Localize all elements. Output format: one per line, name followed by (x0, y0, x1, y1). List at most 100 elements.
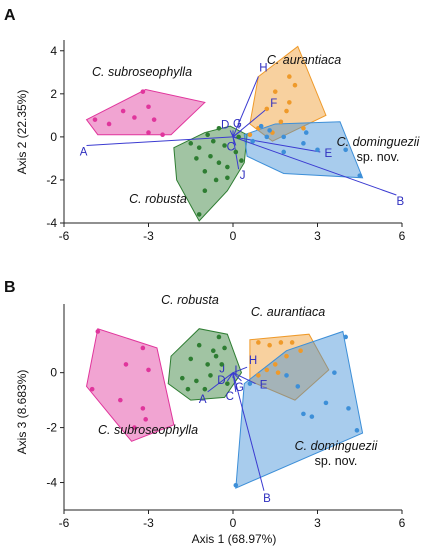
panel-b-y-tick-label-1: -2 (46, 421, 57, 435)
panel-b-point-subroseophylla-1 (140, 345, 146, 351)
panel-b-point-dominguezii-2 (295, 384, 301, 389)
panel-b-point-subroseophylla-3 (146, 367, 151, 373)
panel-a-point-subroseophylla-0 (140, 89, 146, 94)
panel-b-point-robusta-13 (222, 345, 227, 351)
panel-b-point-robusta-6 (208, 373, 213, 378)
panel-a-point-robusta-9 (236, 134, 241, 140)
panel-b-x-tick-label-3: 3 (314, 516, 321, 530)
panel-b-point-dominguezii-1 (284, 373, 289, 378)
panel-a-point-subroseophylla-1 (146, 104, 151, 110)
panel-a-point-subroseophylla-5 (146, 130, 151, 135)
panel-a-vector-label-c: C (227, 141, 235, 153)
panel-a-point-subroseophylla-4 (106, 121, 112, 127)
panel-a-label-aurantiaca: C. aurantiaca (267, 53, 341, 67)
panel-b-x-tick-label-0: -6 (59, 516, 70, 530)
panel-b-point-robusta-5 (194, 378, 199, 384)
panel-a-point-robusta-15 (202, 188, 208, 194)
panel-a-y-axis-title: Axis 2 (22.35%) (15, 90, 29, 175)
panel-a-y-tick-label-4: 4 (50, 44, 57, 58)
panel-b-label-aurantiaca: C. aurantiaca (251, 305, 325, 319)
panel-a-point-dominguezii-8 (250, 138, 256, 144)
panel-a-vector-label-i: I (237, 119, 240, 131)
panel-a-point-dominguezii-3 (303, 130, 309, 135)
panel-a-point-robusta-2 (216, 160, 222, 166)
panel-b-x-tick-label-1: -3 (143, 516, 154, 530)
panel-b-vector-b (232, 372, 265, 491)
panel-a-point-aurantiaca-9 (301, 125, 306, 131)
panel-b-point-robusta-7 (219, 362, 225, 367)
panel-b-point-dominguezii-6 (301, 411, 306, 417)
panel-a-vector-h (232, 76, 259, 138)
panel-a-vector-b (232, 136, 397, 196)
panel-b-label-dominguezii: C. dominguezii (295, 439, 379, 453)
panel-a-hull-dominguezii (243, 121, 364, 179)
panel-b-point-aurantiaca-2 (278, 340, 284, 345)
panel-a-y-tick-label-3: 2 (50, 87, 57, 101)
panel-a-point-robusta-13 (225, 164, 230, 170)
panel-b-point-dominguezii-5 (346, 406, 351, 411)
panel-a-point-subroseophylla-7 (92, 117, 98, 122)
panel-b-point-robusta-2 (210, 348, 216, 353)
panel-b-vector-label-d: D (217, 375, 225, 387)
panel-a-vector-label-b: B (397, 196, 405, 208)
panel-b-point-subroseophylla-7 (143, 417, 148, 422)
panel-b-label-subroseophylla: C. subroseophylla (98, 423, 198, 437)
panel-a-point-dominguezii-9 (301, 141, 306, 146)
panel-a-y-tick-label-0: -4 (46, 216, 57, 230)
panel-b-point-subroseophylla-8 (132, 425, 137, 430)
panel-a-vector-label-e: E (324, 148, 332, 160)
panel-a-point-robusta-16 (210, 138, 216, 144)
panel-a-vector-label-d: D (221, 119, 229, 131)
panel-b-label-robusta: C. robusta (161, 293, 219, 307)
panel-a-point-robusta-17 (188, 141, 194, 146)
panel-b-vector-e (232, 372, 256, 385)
panel-b-point-robusta-11 (185, 386, 191, 392)
panel-a-point-aurantiaca-5 (278, 119, 284, 125)
panel-b-point-dominguezii-8 (233, 482, 239, 488)
panel-a-x-tick-label-0: -6 (59, 229, 70, 243)
panel-b-x-tick-label-2: 0 (230, 516, 237, 530)
panel-b-vector-g (232, 372, 242, 382)
panel-a: A Axis 2 (22.35%) -6 -3 0 3 6 -4 -2 0 2 4 A B CD E F G H… (4, 7, 421, 243)
panel-a-y-tick-label-2: 0 (50, 130, 57, 144)
panel-b-point-aurantiaca-0 (256, 340, 261, 345)
panel-a-point-aurantiaca-1 (292, 82, 298, 88)
panel-b-point-aurantiaca-3 (289, 340, 295, 345)
panel-a-point-robusta-3 (202, 169, 208, 174)
panel-b-point-dominguezii-9 (343, 334, 348, 340)
panel-a-point-robusta-12 (205, 132, 210, 138)
panel-a-point-dominguezii-5 (315, 147, 320, 153)
panel-b-point-aurantiaca-1 (267, 342, 272, 348)
panel-b-vector-label-h: H (249, 355, 257, 367)
panel-b-vector-a (207, 372, 234, 393)
panel-b-y-tick-label-2: 0 (50, 366, 57, 380)
panel-b-note-dominguezii: sp. nov. (315, 454, 358, 468)
panel-b-vector-h (232, 366, 248, 374)
panel-b-y-tick-label-0: -4 (46, 476, 57, 490)
panel-b-y-axis-title: Axis 3 (8.683%) (15, 370, 29, 455)
panel-a-vector-label-g: G (233, 118, 242, 130)
panel-b-letter: B (4, 279, 16, 296)
panel-a-label-robusta: C. robusta (129, 192, 187, 206)
panel-a-point-dominguezii-4 (281, 149, 287, 155)
panel-a-vector-a (86, 136, 234, 146)
panel-a-point-dominguezii-6 (343, 147, 348, 153)
panel-a-point-robusta-1 (208, 153, 213, 159)
panel-b-vector-label-i: I (234, 365, 237, 377)
panel-a-label-subroseophylla: C. subroseophylla (92, 65, 192, 79)
panel-a-point-robusta-7 (196, 212, 202, 217)
panel-a-point-dominguezii-1 (267, 128, 272, 133)
panel-a-note-dominguezii: sp. nov. (357, 150, 400, 164)
panel-b-hull-aurantiaca (249, 333, 330, 401)
panel-b-point-subroseophylla-6 (140, 406, 146, 411)
panel-b-point-robusta-4 (188, 356, 194, 362)
panel-a-x-tick-label-1: -3 (143, 229, 154, 243)
panel-a-point-subroseophylla-2 (132, 115, 137, 120)
panel-a-vector-label-f: F (270, 98, 277, 110)
panel-b-x-tick-label-4: 6 (399, 516, 406, 530)
panel-a-x-tick-label-2: 0 (230, 229, 237, 243)
panel-a-point-dominguezii-2 (281, 134, 287, 140)
panel-a-point-subroseophylla-3 (151, 117, 157, 122)
panel-a-point-aurantiaca-3 (287, 100, 292, 105)
